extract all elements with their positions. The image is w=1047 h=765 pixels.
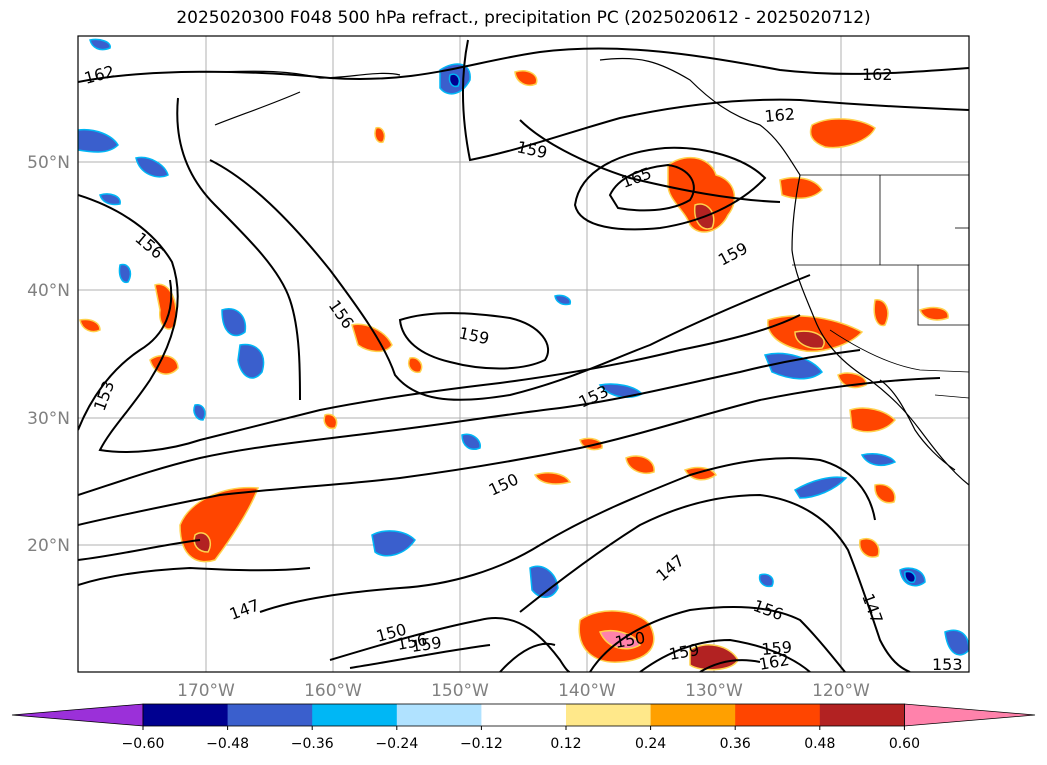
lat-label-40n: 40°N	[27, 281, 70, 301]
colorbar: −0.60 −0.48 −0.36 −0.24 −0.12 0.12 0.24 0.36 0.4…	[11, 703, 1036, 752]
negative-anomaly-areas	[78, 38, 969, 656]
colorbar-tick-label: −0.48	[206, 736, 249, 752]
lat-label-50n: 50°N	[27, 153, 70, 173]
colorbar-outline	[142, 703, 905, 727]
colorbar-tick-label: 0.60	[889, 736, 920, 752]
latitude-labels: 50°N 40°N 30°N 20°N	[27, 153, 70, 556]
lat-label-20n: 20°N	[27, 536, 70, 556]
colorbar-extend-high	[904, 703, 1036, 727]
colorbar-tick-label: 0.36	[720, 736, 751, 752]
colorbar-segment	[227, 704, 313, 726]
borders	[792, 174, 969, 399]
colorbar-segment	[143, 704, 229, 726]
contour-label: 162	[862, 65, 893, 84]
colorbar-segment	[566, 704, 652, 726]
colorbar-extend-low	[11, 703, 144, 727]
lon-label-150w: 150°W	[431, 681, 489, 701]
colorbar-segment	[481, 704, 567, 726]
lat-label-30n: 30°N	[27, 409, 70, 429]
lon-label-120w: 120°W	[812, 681, 870, 701]
lon-label-160w: 160°W	[304, 681, 362, 701]
colorbar-segment	[650, 704, 736, 726]
plot-frame	[77, 35, 970, 673]
colorbar-tick-label: −0.24	[375, 736, 418, 752]
contour-label: 162	[764, 104, 796, 126]
colorbar-tick-label: −0.36	[291, 736, 334, 752]
colorbar-tick-label: 0.12	[550, 736, 581, 752]
longitude-labels: 170°W 160°W 150°W 140°W 130°W 120°W	[177, 681, 870, 701]
colorbar-segment	[396, 704, 482, 726]
colorbar-segment	[819, 704, 905, 726]
colorbar-tick-label: 0.24	[635, 736, 666, 752]
contour-label: 153	[932, 655, 963, 674]
refractivity-contours	[78, 39, 969, 672]
colorbar-segment	[312, 704, 398, 726]
colorbar-segment	[735, 704, 821, 726]
lon-label-170w: 170°W	[177, 681, 235, 701]
colorbar-tick-label: −0.60	[122, 736, 165, 752]
colorbar-tick-label: −0.12	[460, 736, 503, 752]
contour-label: 159	[410, 633, 443, 656]
contour-label: 159	[761, 637, 793, 659]
colorbar-tick-label: 0.48	[804, 736, 835, 752]
lon-label-140w: 140°W	[558, 681, 616, 701]
map-title: 2025020300 F048 500 hPa refract., precip…	[176, 8, 871, 28]
lon-label-130w: 130°W	[685, 681, 743, 701]
